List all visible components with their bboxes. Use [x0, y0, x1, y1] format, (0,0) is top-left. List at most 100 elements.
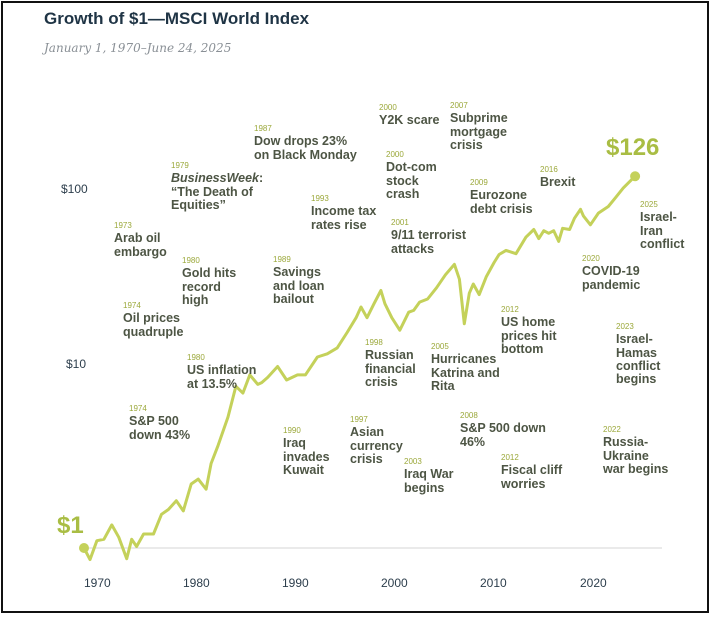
annotation-covid-19: 2020 COVID-19 pandemic	[582, 254, 654, 292]
annotation-text: US home prices hit bottom	[501, 315, 557, 356]
annotation-text: Gold hits record high	[182, 266, 237, 307]
x-tick-label-1970: 1970	[84, 576, 111, 590]
annotation-sp500-down-43: 1974 S&P 500 down 43%	[129, 404, 201, 442]
annotation-9-11-attacks: 2001 9/11 terrorist attacks	[391, 218, 475, 256]
x-tick-label-1980: 1980	[183, 576, 210, 590]
annotation-gold-record-high: 1980 Gold hits record high	[182, 256, 250, 307]
annotation-fiscal-cliff: 2012 Fiscal cliff worries	[501, 453, 567, 491]
annotation-year: 2025	[640, 200, 658, 209]
annotation-iraq-war-begins: 2003 Iraq War begins	[404, 457, 460, 495]
annotation-oil-prices-quadruple: 1974 Oil prices quadruple	[123, 301, 193, 339]
series-layer	[79, 171, 641, 562]
annotation-text: US inflation at 13.5%	[187, 363, 257, 391]
annotation-year: 1987	[254, 124, 272, 133]
end-point-marker	[630, 171, 641, 182]
annotation-text: Savings and loan bailout	[273, 265, 325, 306]
annotation-text: Hurricanes Katrina and Rita	[431, 352, 500, 393]
annotation-black-monday: 1987 Dow drops 23% on Black Monday	[254, 124, 358, 162]
annotation-iraq-invades-kuwait: 1990 Iraq invades Kuwait	[283, 426, 333, 477]
annotation-year: 1973	[114, 221, 132, 230]
annotation-year: 2003	[404, 457, 422, 466]
annotation-year: 2001	[391, 218, 409, 227]
x-tick-label-2000: 2000	[381, 576, 408, 590]
annotation-year: 2005	[431, 342, 449, 351]
annotation-hurricanes: 2005 Hurricanes Katrina and Rita	[431, 342, 521, 393]
annotation-text: BusinessWeek: “The Death of Equities”	[171, 172, 267, 211]
annotation-russian-financial-crisis: 1998 Russian financial crisis	[365, 338, 425, 389]
end-value-label: $126	[606, 134, 660, 161]
annotation-text: COVID-19 pandemic	[582, 264, 641, 292]
annotation-text: Subprime mortgage crisis	[450, 111, 508, 152]
annotation-year: 1989	[273, 255, 291, 264]
annotation-sp500-down-46: 2008 S&P 500 down 46%	[460, 411, 570, 449]
annotation-text: Brexit	[540, 175, 576, 190]
annotation-italic-text: BusinessWeek	[171, 171, 260, 186]
x-tick-label-2010: 2010	[480, 576, 507, 590]
start-value-label: $1	[57, 512, 84, 539]
chart-subtitle: January 1, 1970–June 24, 2025	[44, 41, 232, 55]
annotation-us-inflation: 1980 US inflation at 13.5%	[187, 353, 261, 391]
annotation-text: Asian currency crisis	[350, 425, 403, 466]
annotation-savings-loan-bailout: 1989 Savings and loan bailout	[273, 255, 345, 306]
annotation-year: 1974	[123, 301, 141, 310]
annotation-text: Y2K scare	[379, 113, 440, 128]
annotation-subprime-crisis: 2007 Subprime mortgage crisis	[450, 101, 534, 152]
annotation-text: Russian financial crisis	[365, 348, 416, 389]
x-tick-label-2020: 2020	[580, 576, 607, 590]
start-point-marker	[79, 543, 89, 553]
annotation-asian-currency-crisis: 1997 Asian currency crisis	[350, 415, 430, 466]
annotation-text: Income tax rates rise	[311, 204, 377, 232]
annotation-text: Dot-com stock crash	[386, 160, 437, 201]
annotation-dot-com-crash: 2000 Dot-com stock crash	[386, 150, 452, 201]
annotation-year: 2023	[616, 322, 634, 331]
annotation-text: Russia-Ukraine war begins	[603, 435, 669, 476]
annotation-year: 1998	[365, 338, 383, 347]
annotation-russia-ukraine: 2022 Russia-Ukraine war begins	[603, 425, 669, 476]
annotation-year: 1980	[182, 256, 200, 265]
annotation-y2k-scare: 2000 Y2K scare	[379, 103, 449, 128]
annotation-text: Oil prices quadruple	[123, 311, 184, 339]
annotation-year: 2020	[582, 254, 600, 263]
annotation-brexit: 2016 Brexit	[540, 165, 590, 190]
annotation-year: 2012	[501, 305, 519, 314]
chart-title: Growth of $1—MSCI World Index	[44, 9, 310, 28]
annotation-eurozone-debt-crisis: 2009 Eurozone debt crisis	[470, 178, 534, 216]
annotation-us-home-prices: 2012 US home prices hit bottom	[501, 305, 591, 356]
annotation-year: 2008	[460, 411, 478, 420]
annotation-year: 2016	[540, 165, 558, 174]
annotation-death-of-equities: 1979 BusinessWeek: “The Death of Equitie…	[171, 161, 267, 212]
annotation-text: Iraq invades Kuwait	[283, 436, 330, 477]
annotation-text: Eurozone debt crisis	[470, 188, 533, 216]
annotation-year: 1979	[171, 161, 189, 170]
annotation-text: S&P 500 down 46%	[460, 421, 546, 449]
annotation-year: 2000	[379, 103, 397, 112]
annotation-year: 1980	[187, 353, 205, 362]
y-tick-label-10: $10	[66, 357, 87, 371]
annotation-text: S&P 500 down 43%	[129, 414, 191, 442]
annotation-arab-oil-embargo: 1973 Arab oil embargo	[114, 221, 182, 259]
annotation-text-rest: : “The Death of Equities”	[171, 171, 264, 212]
annotation-year: 2012	[501, 453, 519, 462]
annotation-text: Israel-Iran conflict	[640, 210, 685, 251]
annotation-text: Israel-Hamas conflict begins	[616, 332, 661, 386]
annotation-year: 1997	[350, 415, 368, 424]
annotation-year: 2009	[470, 178, 488, 187]
annotation-text: Arab oil embargo	[114, 231, 167, 259]
annotation-text: 9/11 terrorist attacks	[391, 228, 467, 256]
annotation-israel-iran: 2025 Israel-Iran conflict	[640, 200, 688, 251]
annotation-year: 1974	[129, 404, 147, 413]
annotation-text: Fiscal cliff worries	[501, 463, 563, 491]
series-line-msci-world	[82, 175, 637, 562]
annotation-year: 2000	[386, 150, 404, 159]
y-tick-label-100: $100	[61, 182, 88, 196]
annotation-income-tax-rise: 1993 Income tax rates rise	[311, 194, 387, 232]
annotation-text: Dow drops 23% on Black Monday	[254, 134, 357, 162]
annotation-year: 2007	[450, 101, 468, 110]
annotation-text: Iraq War begins	[404, 467, 454, 495]
x-tick-label-1990: 1990	[282, 576, 309, 590]
annotation-year: 1990	[283, 426, 301, 435]
annotation-year: 2022	[603, 425, 621, 434]
annotation-israel-hamas: 2023 Israel-Hamas conflict begins	[616, 322, 674, 386]
